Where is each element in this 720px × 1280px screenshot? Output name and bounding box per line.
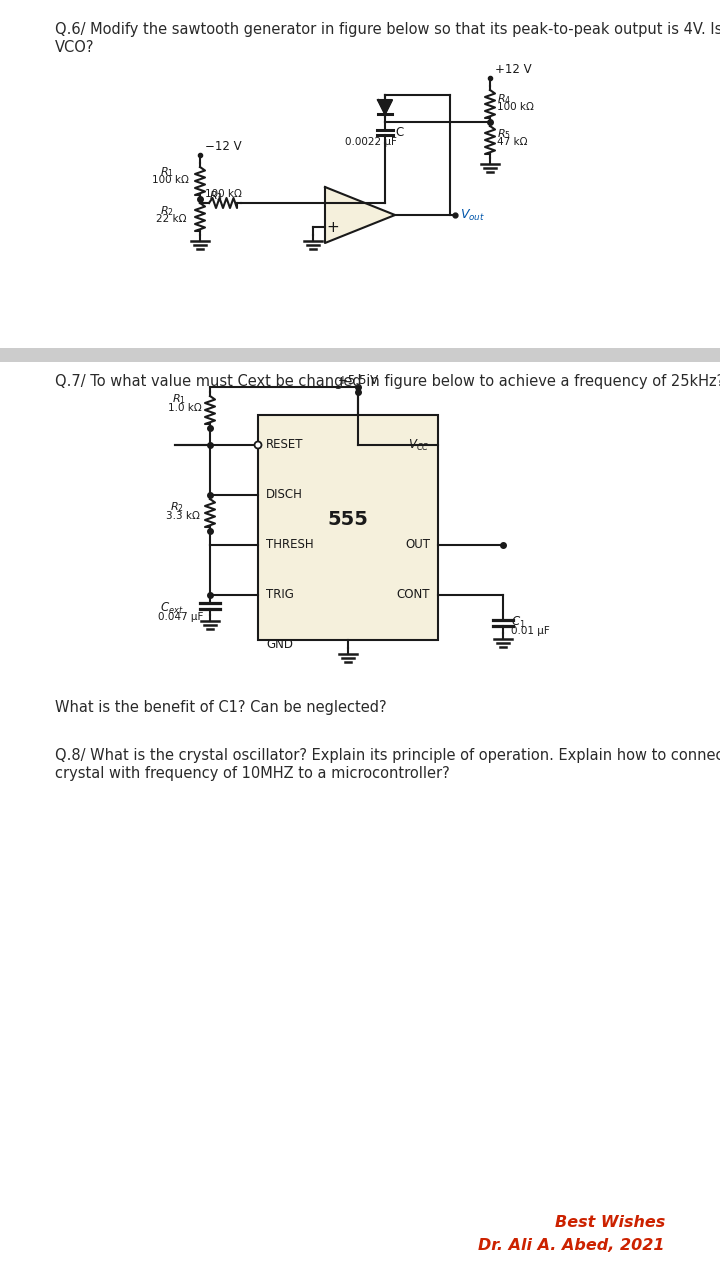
Text: Q.7/ To what value must Cext be changed in figure below to achieve a frequency o: Q.7/ To what value must Cext be changed …: [55, 374, 720, 389]
Text: TRIG: TRIG: [266, 589, 294, 602]
Text: Q.8/ What is the crystal oscillator? Explain its principle of operation. Explain: Q.8/ What is the crystal oscillator? Exp…: [55, 748, 720, 763]
Text: 3.3 kΩ: 3.3 kΩ: [166, 511, 200, 521]
Text: 100 kΩ: 100 kΩ: [205, 189, 242, 198]
Text: $R_3$: $R_3$: [209, 189, 223, 202]
Text: $C_{ext}$: $C_{ext}$: [160, 602, 184, 616]
Text: 47 kΩ: 47 kΩ: [497, 137, 528, 147]
Text: 100 kΩ: 100 kΩ: [152, 175, 189, 186]
Text: CONT: CONT: [397, 589, 430, 602]
Text: 555: 555: [328, 509, 369, 529]
Text: +12 V: +12 V: [495, 63, 531, 76]
Text: C: C: [395, 125, 403, 140]
Text: crystal with frequency of 10MHZ to a microcontroller?: crystal with frequency of 10MHZ to a mic…: [55, 765, 450, 781]
Text: $V_{CC}$: $V_{CC}$: [408, 438, 430, 453]
Text: $C_1$: $C_1$: [511, 614, 526, 630]
Polygon shape: [325, 187, 395, 243]
Text: $R_2$: $R_2$: [160, 204, 174, 218]
Text: $R_5$: $R_5$: [497, 127, 511, 141]
Text: OUT: OUT: [405, 539, 430, 552]
Text: 100 kΩ: 100 kΩ: [497, 102, 534, 111]
Text: 22 kΩ: 22 kΩ: [156, 214, 186, 224]
Text: +: +: [327, 219, 339, 234]
Text: $R_1$: $R_1$: [160, 165, 174, 179]
Polygon shape: [378, 100, 392, 114]
Text: 0.01 μF: 0.01 μF: [511, 626, 550, 636]
Text: RESET: RESET: [266, 439, 304, 452]
Text: $R_1$: $R_1$: [172, 392, 186, 406]
Bar: [0, 348, 720, 362]
Text: 0.0022 μF: 0.0022 μF: [345, 137, 397, 147]
Text: −12 V: −12 V: [205, 140, 242, 154]
Text: DISCH: DISCH: [266, 489, 303, 502]
Text: −: −: [327, 196, 339, 210]
Text: $R_4$: $R_4$: [497, 92, 511, 106]
Bar: [258, 415, 438, 640]
Text: 0.047 μF: 0.047 μF: [158, 612, 203, 622]
Circle shape: [254, 442, 261, 448]
Text: 1.0 kΩ: 1.0 kΩ: [168, 403, 202, 413]
Text: GND: GND: [266, 639, 293, 652]
Text: Q.6/ Modify the sawtooth generator in figure below so that its peak-to-peak outp: Q.6/ Modify the sawtooth generator in fi…: [55, 22, 720, 37]
Text: Best Wishes: Best Wishes: [554, 1215, 665, 1230]
Text: What is the benefit of C1? Can be neglected?: What is the benefit of C1? Can be neglec…: [55, 700, 387, 716]
Text: VCO?: VCO?: [55, 40, 94, 55]
Text: THRESH: THRESH: [266, 539, 314, 552]
Text: $V_{out}$: $V_{out}$: [460, 207, 485, 223]
Text: $R_2$: $R_2$: [170, 500, 184, 513]
Text: +5.5 V: +5.5 V: [338, 374, 378, 387]
Text: Dr. Ali A. Abed, 2021: Dr. Ali A. Abed, 2021: [479, 1238, 665, 1253]
